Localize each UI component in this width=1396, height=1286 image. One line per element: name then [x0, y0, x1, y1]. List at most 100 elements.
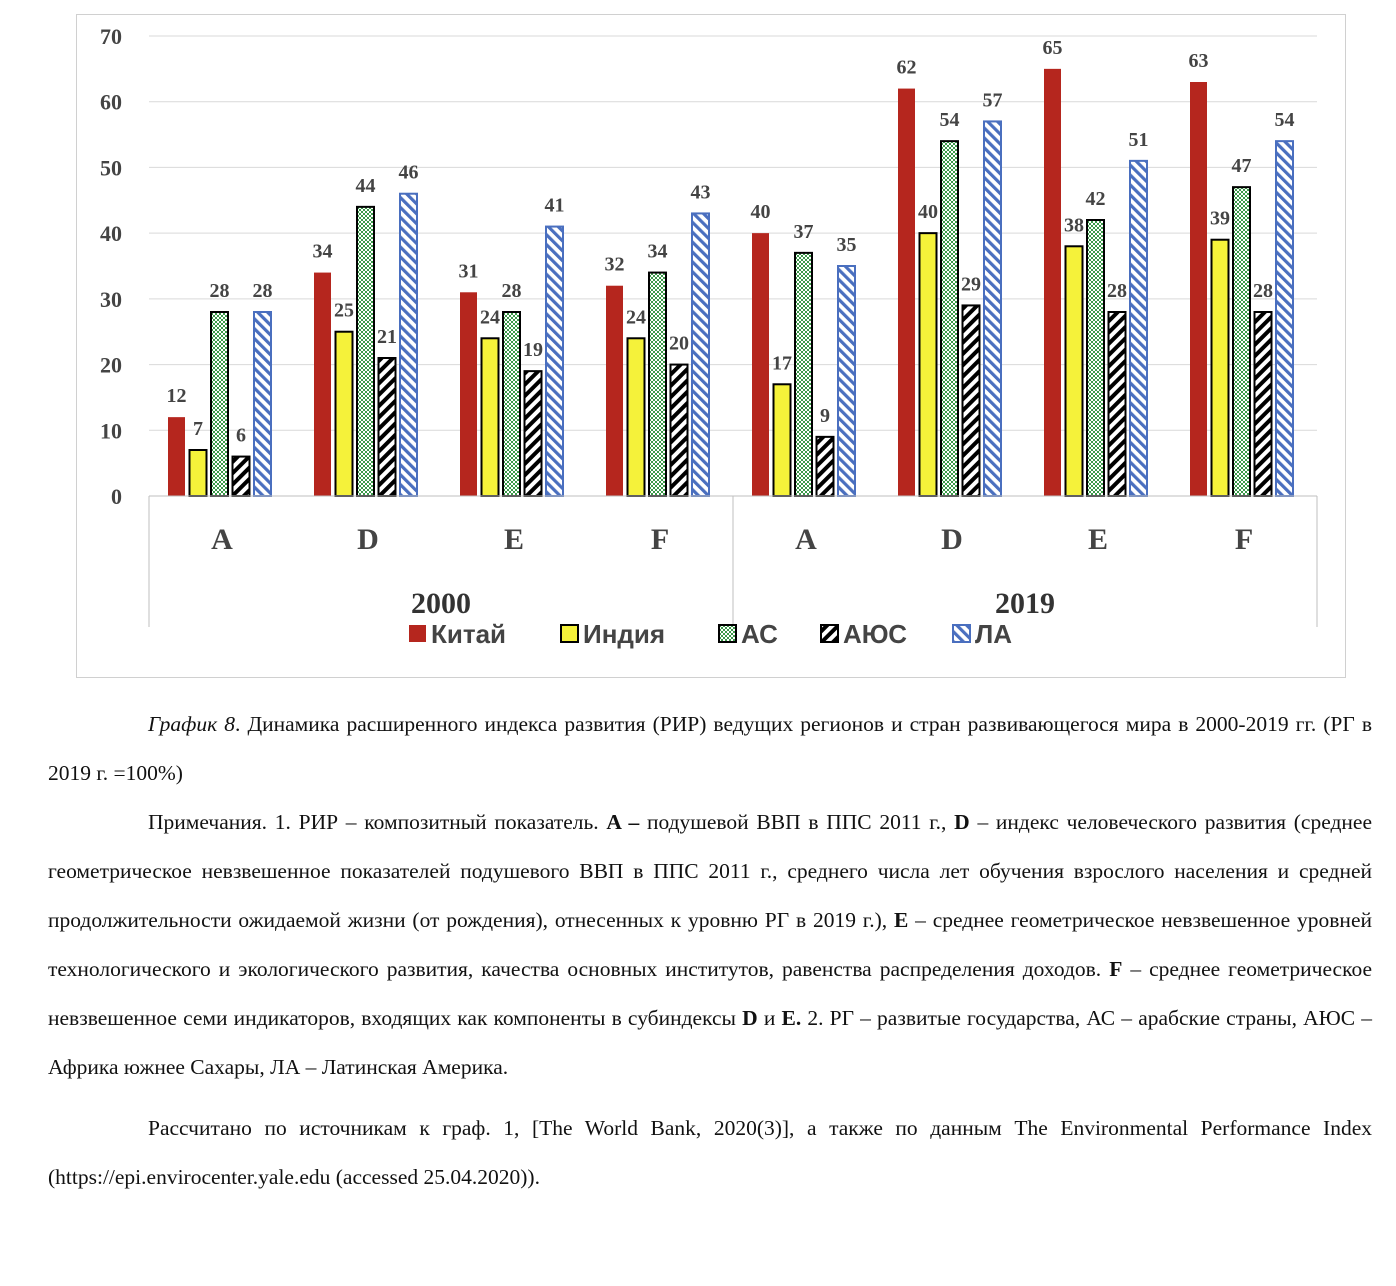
- data-label: 9: [820, 405, 830, 427]
- bar-Индия: [1210, 238, 1230, 497]
- legend-item: Индия: [560, 619, 665, 649]
- data-label: 51: [1129, 129, 1149, 151]
- notes-bold-d: D: [742, 1006, 758, 1030]
- data-label: 43: [691, 181, 711, 203]
- bar-АЮС: [523, 370, 543, 497]
- group-year-label: 2000: [411, 587, 471, 620]
- bar-АС: [502, 311, 521, 497]
- legend-swatch: [820, 624, 839, 643]
- y-tick-label: 0: [111, 484, 122, 509]
- bar-АЮС: [1253, 311, 1273, 497]
- y-tick-label: 20: [100, 353, 122, 378]
- legend-item: ЛА: [952, 619, 1012, 649]
- bar-АС: [210, 311, 229, 497]
- data-label: 34: [648, 241, 668, 263]
- bar-Китай: [752, 233, 769, 496]
- notes-text: – среднее геометрическое невзвешенное ур…: [48, 908, 1372, 981]
- bar-АЮС: [231, 455, 251, 498]
- bar-АС: [794, 251, 813, 497]
- chart-frame: 12 7 28 6 28 34 25 44 21 46 31 24 28 19 41 32 24 34 20 43 40…: [76, 14, 1346, 678]
- data-label: 28: [253, 280, 273, 302]
- data-label: 28: [210, 280, 230, 302]
- bar-АЮС: [961, 304, 981, 497]
- y-tick-label: 40: [100, 221, 122, 246]
- notes-bold-e: E: [893, 908, 909, 932]
- y-tick-label: 10: [100, 418, 122, 443]
- data-label: 21: [377, 326, 397, 348]
- group-year-label: 2019: [995, 587, 1055, 620]
- data-label: 57: [983, 89, 1003, 111]
- data-label: 42: [1086, 188, 1106, 210]
- bar-АС: [356, 205, 375, 497]
- bar-АЮС: [669, 363, 689, 498]
- data-label: 12: [167, 385, 187, 407]
- data-label: 35: [837, 234, 857, 256]
- bar-ЛА: [399, 192, 418, 497]
- legend-label: АС: [741, 619, 778, 649]
- caption-text: . Динамика расширенного индекса развития…: [48, 712, 1373, 785]
- bar-ЛА: [1275, 140, 1294, 498]
- data-label: 32: [605, 254, 625, 276]
- category-label: E: [504, 523, 524, 556]
- data-label: 65: [1043, 37, 1063, 59]
- legend-item: Китай: [409, 619, 506, 649]
- data-label: 17: [772, 352, 792, 374]
- notes-text: – индекс человеческого развития (среднее…: [48, 810, 1372, 932]
- bar-ЛА: [545, 225, 564, 497]
- data-label: 46: [399, 162, 419, 184]
- bar-ЛА: [837, 265, 856, 497]
- bar-Индия: [626, 337, 646, 497]
- data-label: 47: [1232, 155, 1252, 177]
- notes-text: подушевой ВВП в ППС 2011 г.,: [639, 810, 955, 834]
- data-label: 28: [1107, 280, 1127, 302]
- data-label: 6: [236, 425, 246, 447]
- bar-Индия: [918, 232, 938, 497]
- bar-chart: 1272862834254421463124281941322434204340…: [100, 24, 1318, 649]
- notes-text: 2. РГ – развитые государства, АС – арабс…: [48, 1006, 1372, 1079]
- notes-bold-e: E.: [781, 1006, 802, 1030]
- bar-АЮС: [377, 357, 397, 497]
- bar-Китай: [606, 285, 623, 496]
- bar-Китай: [460, 292, 477, 496]
- category-label: A: [795, 523, 817, 556]
- data-label: 29: [961, 273, 981, 295]
- notes-text: Примечания. 1. РИР – композитный показат…: [148, 810, 607, 834]
- bar-Китай: [168, 417, 185, 496]
- category-label: E: [1088, 523, 1108, 556]
- data-label: 41: [545, 195, 565, 217]
- data-label: 39: [1210, 208, 1230, 230]
- bar-Индия: [480, 337, 500, 497]
- bar-ЛА: [691, 212, 710, 498]
- category-label: D: [357, 523, 379, 556]
- data-label: 62: [897, 57, 917, 79]
- legend-label: ЛА: [975, 619, 1012, 649]
- legend-label: Китай: [431, 619, 506, 649]
- bar-АЮС: [815, 435, 835, 498]
- bar-Китай: [1044, 68, 1061, 496]
- notes-paragraph: Примечания. 1. РИР – композитный показат…: [48, 798, 1372, 1092]
- source-note: Рассчитано по источникам к граф. 1, [The…: [48, 1116, 1372, 1189]
- bar-АС: [940, 140, 959, 498]
- bar-ЛА: [253, 311, 272, 497]
- data-label: 24: [480, 306, 500, 328]
- bar-Индия: [1064, 245, 1084, 497]
- bar-Китай: [1190, 82, 1207, 496]
- data-label: 31: [459, 260, 479, 282]
- legend-item: АЮС: [820, 619, 907, 649]
- data-label: 7: [193, 418, 203, 440]
- data-label: 54: [940, 109, 960, 131]
- category-label: D: [941, 523, 963, 556]
- data-label: 24: [626, 306, 646, 328]
- data-label: 63: [1189, 50, 1209, 72]
- data-label: 25: [334, 300, 354, 322]
- category-label: A: [211, 523, 233, 556]
- figure-caption: График 8. Динамика расширенного индекса …: [48, 700, 1372, 798]
- y-tick-label: 30: [100, 287, 122, 312]
- bar-Индия: [334, 330, 354, 498]
- y-tick-label: 60: [100, 90, 122, 115]
- data-label: 54: [1275, 109, 1295, 131]
- notes-bold-a: A –: [606, 810, 640, 834]
- y-tick-label: 70: [100, 24, 122, 49]
- data-label: 37: [794, 221, 814, 243]
- legend-swatch: [560, 624, 579, 643]
